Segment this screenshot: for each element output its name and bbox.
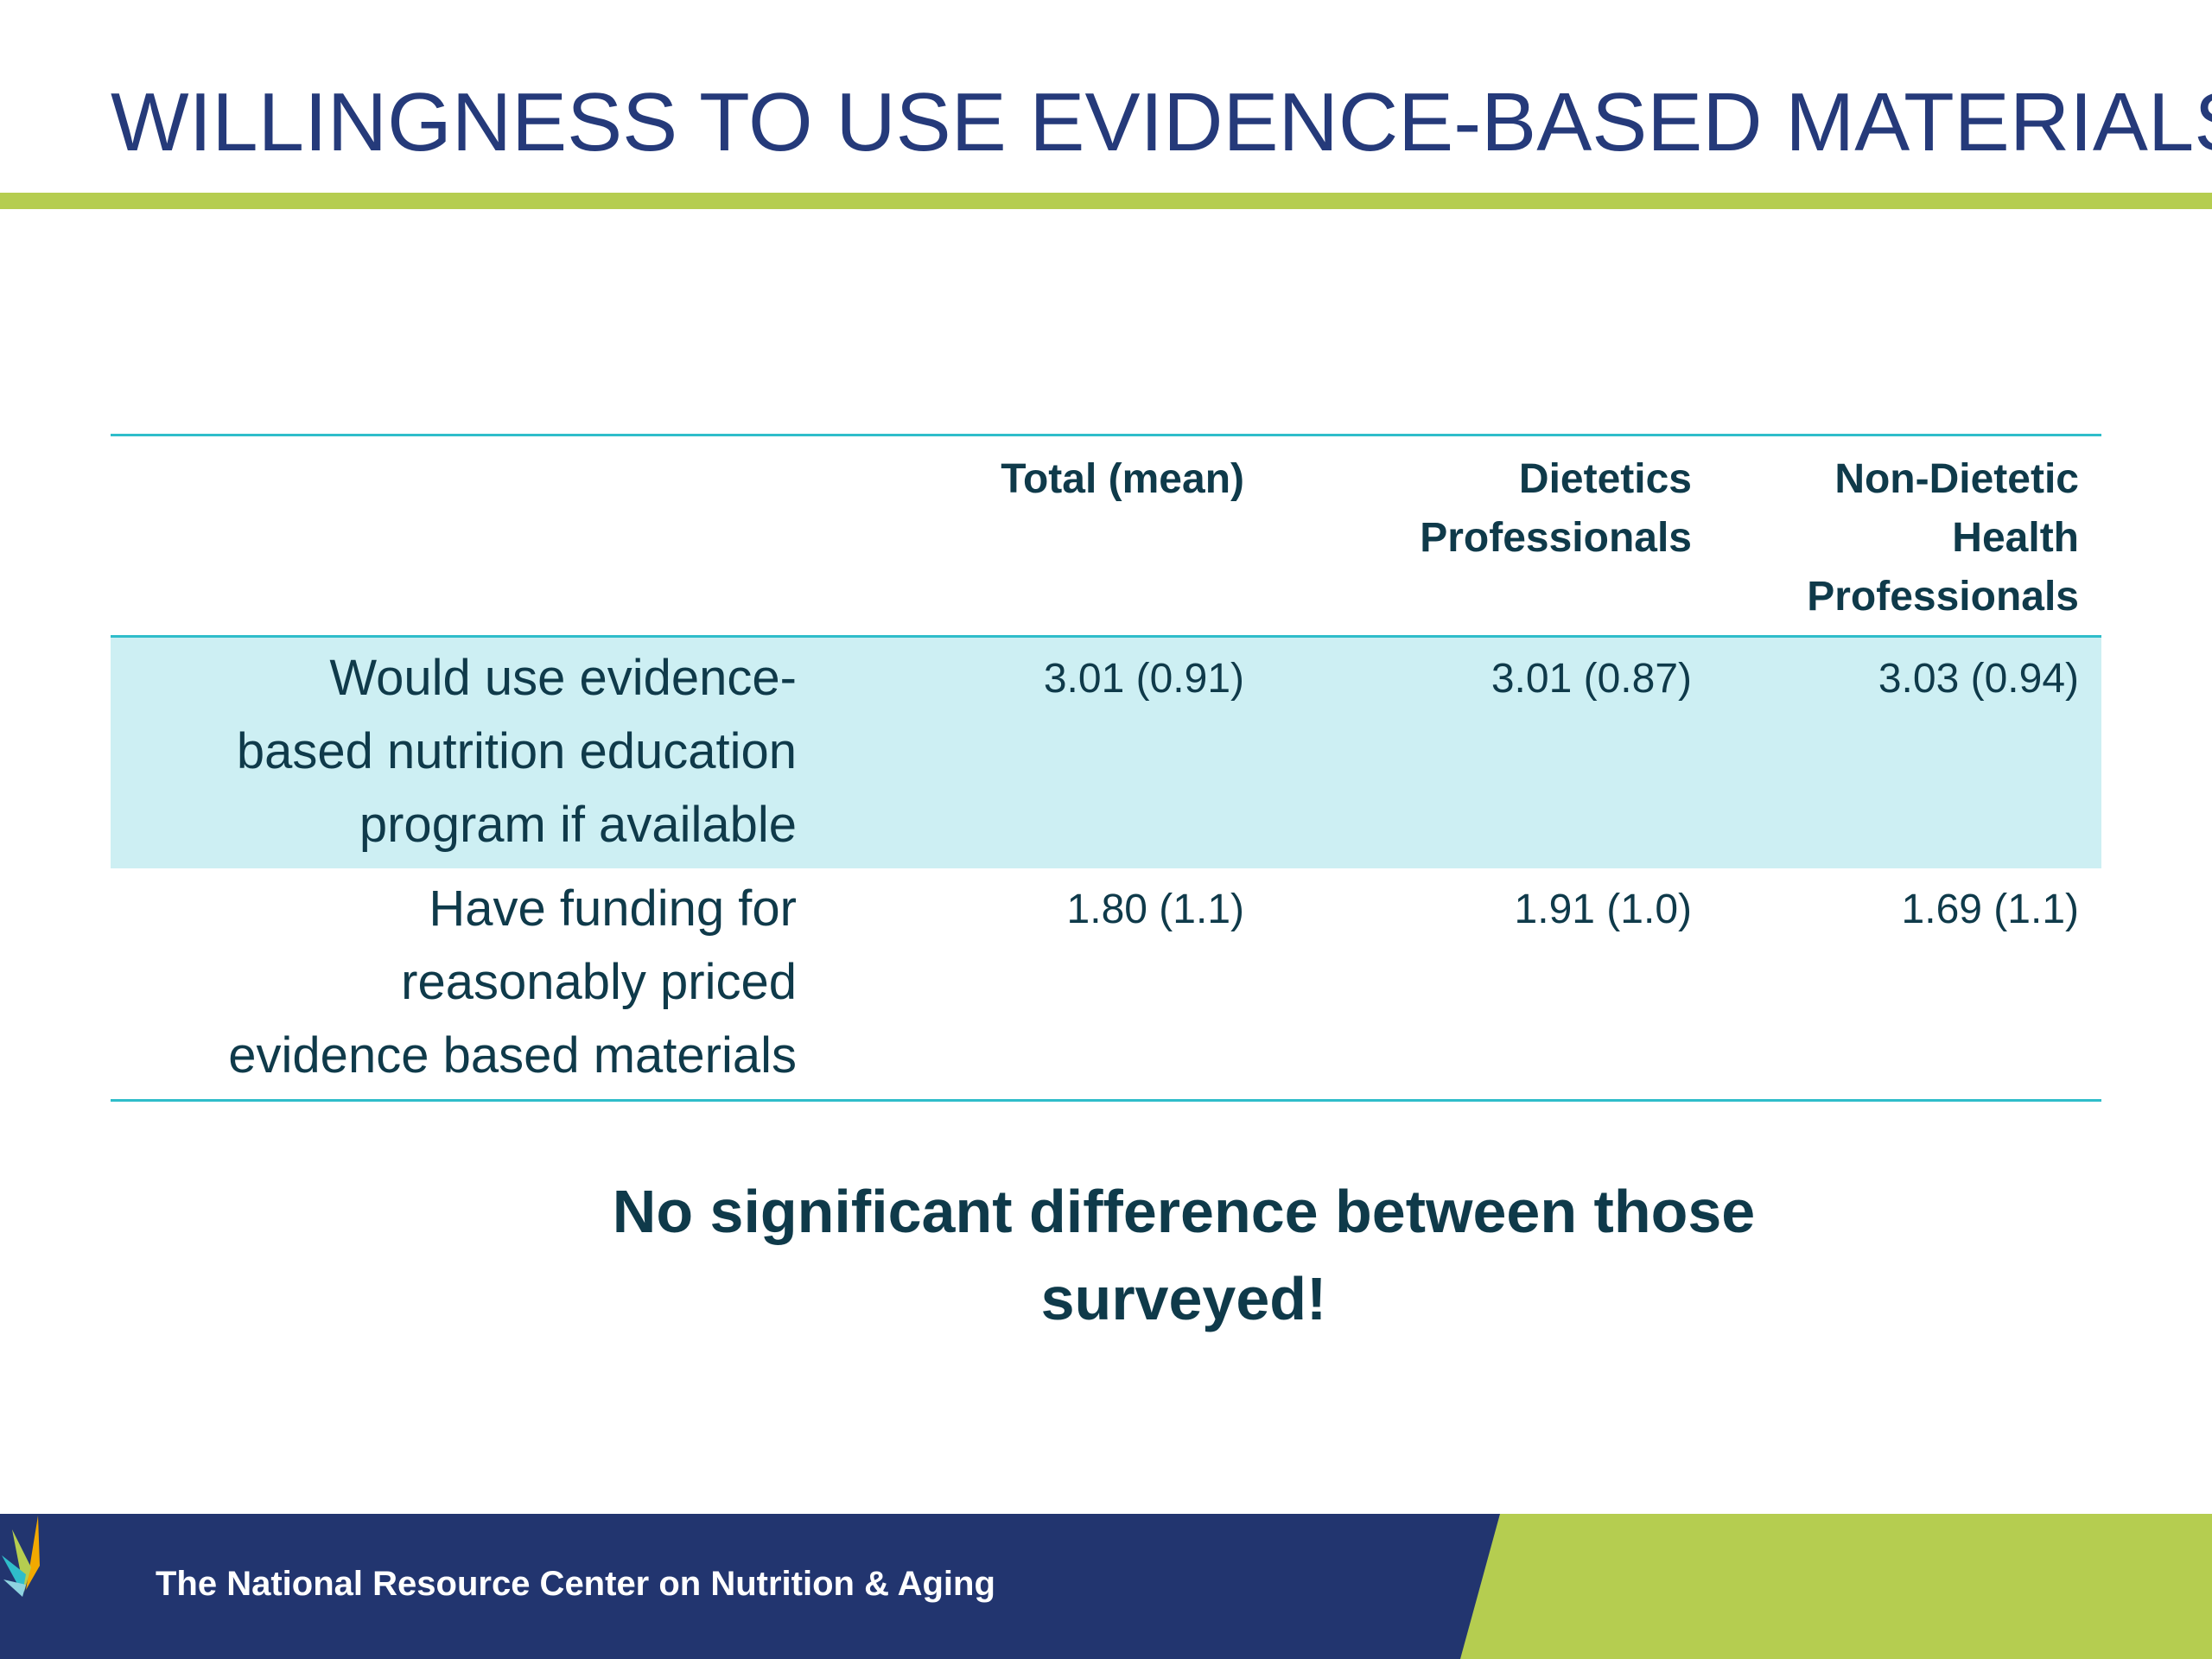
footer-band: The National Resource Center on Nutritio… (0, 1514, 2212, 1659)
row-label-have-funding: Have funding for reasonably priced evidenc… (111, 868, 819, 1101)
table-header-row: Total (mean) Dietetics Professionals Non-… (111, 435, 2101, 637)
header-non-dietetic-line2: Professionals (1807, 574, 2079, 620)
cell-total-would-use: 3.01 (0.91) (1043, 656, 1244, 702)
cell-dietetics-have-funding: 1.91 (1.0) (1514, 887, 1692, 932)
slide-title: WILLINGNESS TO USE EVIDENCE-BASED MATERI… (111, 76, 2212, 168)
conclusion-line2: surveyed! (1040, 1265, 1327, 1332)
results-table-container: Total (mean) Dietetics Professionals Non-… (111, 434, 2101, 1102)
row-label-line: based nutrition education (236, 723, 797, 779)
row-label-line: reasonably priced (401, 954, 797, 1010)
header-total-mean: Total (mean) (819, 435, 1267, 637)
header-total-text: Total (mean) (1001, 456, 1244, 502)
conclusion-line1: No significant difference between those (612, 1178, 1756, 1245)
row-label-line: evidence based materials (228, 1027, 797, 1084)
cell-non-dietetic-would-use: 3.03 (0.94) (1878, 656, 2079, 702)
header-dietetics-professionals: Dietetics Professionals (1267, 435, 1714, 637)
row-label-would-use: Would use evidence-based nutrition educa… (111, 637, 819, 869)
conclusion-text: No significant difference between those s… (484, 1168, 1884, 1343)
header-non-dietetic-professionals: Non-Dietetic Health Professionals (1714, 435, 2101, 637)
row-label-line: Would use evidence- (329, 650, 797, 706)
footer-background (0, 1514, 2212, 1659)
table-row: Have funding for reasonably priced evidenc… (111, 868, 2101, 1101)
row-label-line: Have funding for (429, 880, 797, 937)
header-label-cell (111, 435, 819, 637)
results-table: Total (mean) Dietetics Professionals Non-… (111, 434, 2101, 1102)
footer-organization-name: The National Resource Center on Nutritio… (156, 1565, 995, 1603)
header-non-dietetic-line1: Non-Dietetic Health (1834, 456, 2079, 561)
header-dietetics-line1: Dietetics (1518, 456, 1692, 502)
cell-dietetics-would-use: 3.01 (0.87) (1491, 656, 1692, 702)
title-underline-bar (0, 193, 2212, 209)
leaf-fan-logo-icon (2, 1516, 40, 1597)
header-dietetics-line2: Professionals (1420, 515, 1692, 561)
row-label-line: program if available (359, 797, 797, 853)
table-row: Would use evidence-based nutrition educa… (111, 636, 2101, 869)
cell-total-have-funding: 1.80 (1.1) (1066, 887, 1244, 932)
cell-non-dietetic-have-funding: 1.69 (1.1) (1901, 887, 2079, 932)
